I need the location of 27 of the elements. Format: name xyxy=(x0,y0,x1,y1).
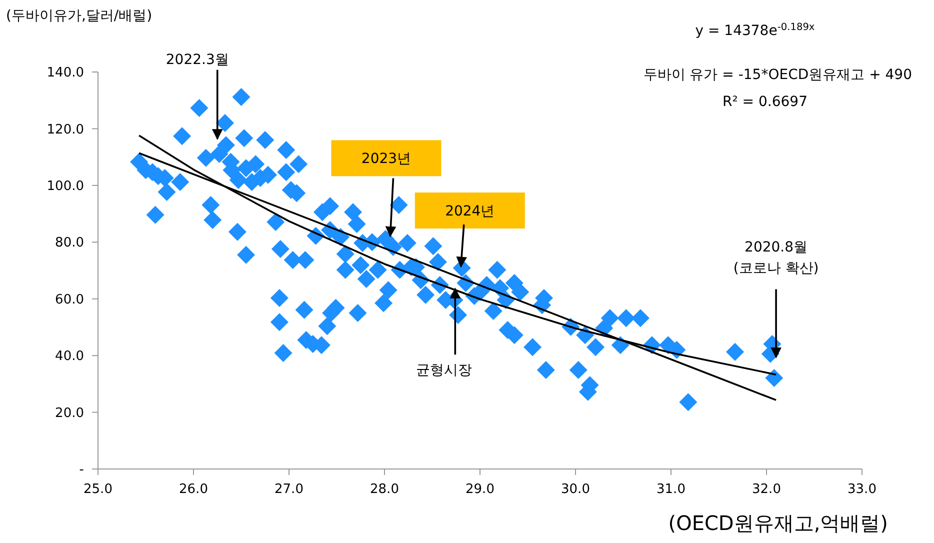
annotation: 2023년 xyxy=(361,151,412,168)
annotation: 2022.3월 xyxy=(166,52,229,68)
annotation: 2024년 xyxy=(445,203,495,220)
x-tick-label: 33.0 xyxy=(848,482,876,497)
x-tick-label: 30.0 xyxy=(561,482,590,497)
x-tick-label: 26.0 xyxy=(179,482,208,497)
y-tick-label: 140.0 xyxy=(46,66,84,81)
annotation: 균형시장 xyxy=(416,362,472,379)
x-tick-label: 27.0 xyxy=(274,482,304,497)
annotation: 2020.8월 (코로나 확산) xyxy=(733,240,819,277)
x-tick-label: 29.0 xyxy=(466,482,494,497)
y-tick-label: 100.0 xyxy=(46,178,84,194)
y-axis-title: (두바이유가,달러/배럴) xyxy=(6,8,152,24)
y-tick-label: 120.0 xyxy=(46,122,84,138)
annotation: 두바이 유가 = -15*OECD원유재고 + 490 xyxy=(643,67,912,83)
x-tick-label: 25.0 xyxy=(84,482,112,497)
y-tick-label: 40.0 xyxy=(55,349,84,364)
x-axis-title: (OECD원유재고,억배럴) xyxy=(668,511,888,535)
annotation: R² = 0.6697 xyxy=(722,94,808,110)
y-tick-label: 60.0 xyxy=(55,292,84,308)
x-tick-label: 32.0 xyxy=(752,482,781,497)
x-tick-label: 31.0 xyxy=(656,482,686,497)
x-tick-label: 28.0 xyxy=(370,482,399,497)
y-tick-label: 80.0 xyxy=(55,236,84,251)
y-tick-label: 20.0 xyxy=(55,406,84,421)
text: y = 14378e$^{-0.189x}$ xyxy=(695,22,815,39)
y-tick-label: - xyxy=(79,462,84,478)
